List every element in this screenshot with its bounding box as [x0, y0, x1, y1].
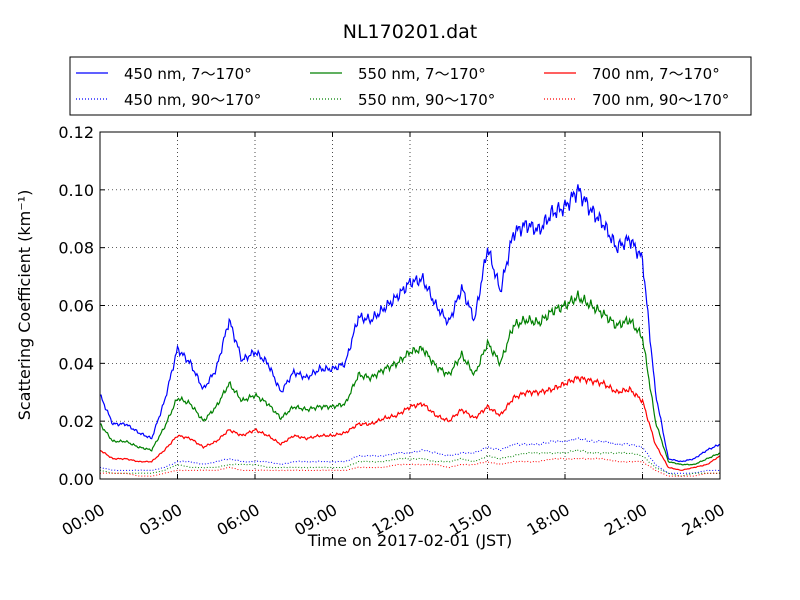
legend-label: 550 nm, 90～170° [358, 91, 495, 109]
x-tick-label: 03:00 [136, 500, 185, 540]
series-700nm-7-170 [99, 375, 721, 471]
y-axis-label: Scattering Coefficient (km⁻¹) [15, 190, 34, 421]
grid [100, 132, 720, 479]
y-tick-label: 0.08 [58, 239, 94, 258]
x-tick-label: 06:00 [214, 500, 263, 540]
y-tick-label: 0.02 [58, 412, 94, 431]
y-tick-label: 0.04 [58, 354, 94, 373]
y-tick-label: 0.06 [58, 297, 94, 316]
series-700nm-90-170 [99, 457, 721, 477]
x-tick-label: 21:00 [601, 500, 650, 540]
legend-label: 700 nm, 7～170° [592, 65, 720, 83]
series-450nm-7-170 [100, 184, 721, 463]
legend: 450 nm, 7～170° 550 nm, 7～170° 700 nm, 7～17… [69, 56, 752, 116]
x-axis-label: Time on 2017-02-01 (JST) [307, 531, 512, 550]
y-tick-label: 0.00 [58, 470, 94, 489]
series-550nm-90-170 [99, 448, 721, 477]
legend-label: 550 nm, 7～170° [358, 65, 486, 83]
y-tick-label: 0.12 [58, 123, 94, 142]
legend-label: 450 nm, 90～170° [124, 91, 261, 109]
series-layer [99, 184, 721, 477]
ticks: 0.00 0.02 0.04 0.06 0.08 0.10 0.12 00:00 03:00 06… [58, 123, 728, 540]
x-tick-label: 18:00 [524, 500, 573, 540]
chart-title: NL170201.dat [343, 21, 478, 43]
y-tick-label: 0.10 [58, 181, 94, 200]
x-tick-label: 24:00 [679, 500, 728, 540]
x-tick-label: 00:00 [59, 500, 108, 540]
series-550nm-7-170 [99, 290, 721, 466]
legend-label: 450 nm, 7～170° [124, 65, 252, 83]
legend-label: 700 nm, 90～170° [592, 91, 729, 109]
legend-box [69, 56, 752, 116]
